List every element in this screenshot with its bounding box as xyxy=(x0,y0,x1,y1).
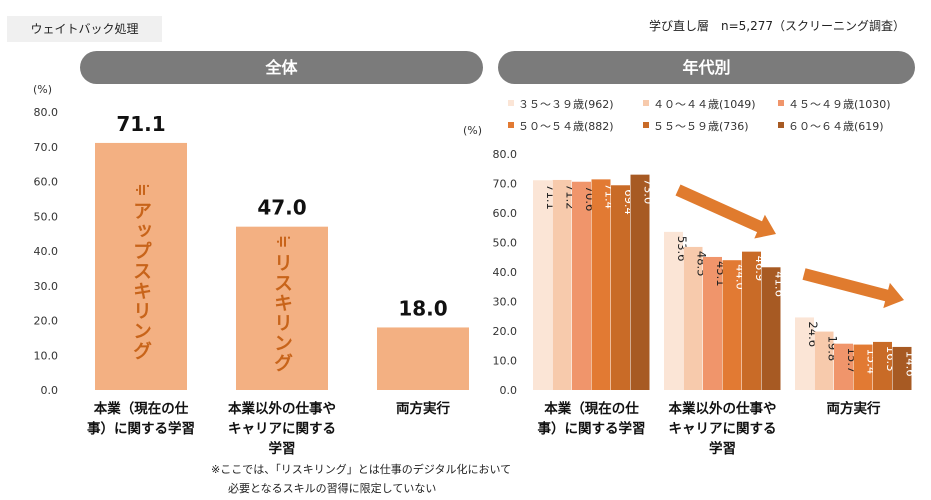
bar-value-label: 47.0 xyxy=(257,196,306,220)
bar-value-label: 73.0 xyxy=(641,179,655,205)
y-tick-label: 0.0 xyxy=(500,384,518,397)
y-tick-label: 80.0 xyxy=(493,148,518,161)
legend-label: ３５～３９歳(962) xyxy=(518,98,614,111)
bar-value-label: 41.6 xyxy=(772,271,786,297)
legend-swatch xyxy=(778,100,784,106)
mark-bar xyxy=(280,236,282,247)
y-tick-label: 20.0 xyxy=(34,315,59,328)
y-tick-label: 0.0 xyxy=(41,384,59,397)
mark-dot xyxy=(277,240,279,243)
trend-arrow-icon xyxy=(675,184,776,239)
bar-value-label: 14.6 xyxy=(903,351,917,377)
trend-arrows xyxy=(675,184,904,309)
bar xyxy=(853,344,873,390)
category-label: キャリアに関する xyxy=(669,421,777,437)
panel-title-overall: 全体 xyxy=(80,51,483,84)
bar-value-label: 71.1 xyxy=(116,112,165,136)
legend-label: ５０～５４歳(882) xyxy=(518,120,614,133)
bar xyxy=(814,331,834,390)
category-label: 事）に関する学習 xyxy=(538,420,646,437)
bar xyxy=(795,317,814,390)
bar-annotation-text: アップスキリング xyxy=(130,201,152,361)
bar xyxy=(703,256,722,390)
bar xyxy=(834,343,853,390)
bar xyxy=(892,346,912,390)
bar xyxy=(533,180,552,390)
overall-chart: (%) 0.0 10.0 20.0 30.0 40.0 50.0 60.0 70.0 80.0 71… xyxy=(33,83,469,457)
mark-bar xyxy=(284,236,286,247)
legend-label: ４０～４４歳(1049) xyxy=(653,98,756,111)
y-tick-label: 40.0 xyxy=(34,245,59,258)
bar xyxy=(722,260,742,390)
y-tick-label: 70.0 xyxy=(493,178,518,191)
category-label: キャリアに関する xyxy=(228,421,336,437)
y-tick-label: 20.0 xyxy=(493,325,518,338)
footnote-line-2: 必要となるスキルの習得に限定していない xyxy=(228,481,436,495)
mark-bar xyxy=(143,184,145,195)
bar xyxy=(572,181,591,390)
bar xyxy=(761,267,781,390)
y-axis-unit: (%) xyxy=(463,124,482,137)
category-label: 学習 xyxy=(709,440,736,457)
category-label: 本業以外の仕事や xyxy=(669,400,777,417)
bar-annotation-text: リスキリング xyxy=(271,253,293,373)
category-label: 本業（現在の仕 xyxy=(94,400,189,417)
bar xyxy=(377,327,469,390)
legend-label: ６０～６４歳(619) xyxy=(788,120,884,133)
bar xyxy=(873,341,892,390)
y-tick-label: 10.0 xyxy=(493,355,518,368)
bar xyxy=(591,179,611,390)
by-age-chart: (%) 0.0 10.0 20.0 30.0 40.0 50.0 60.0 70.0 80.0 ３５… xyxy=(463,98,917,457)
y-tick-label: 40.0 xyxy=(493,266,518,279)
y-tick-label: 70.0 xyxy=(34,141,59,154)
category-label: 本業以外の仕事や xyxy=(228,400,336,417)
category-label: 学習 xyxy=(269,440,296,457)
bar-value-label: 18.0 xyxy=(398,296,447,320)
y-tick-label: 30.0 xyxy=(34,280,59,293)
y-tick-label: 80.0 xyxy=(34,106,59,119)
mark-dot xyxy=(147,184,149,187)
mark-dot xyxy=(288,236,290,239)
annotation-mark-icon xyxy=(277,236,290,247)
legend-label: ５５～５９歳(736) xyxy=(653,120,749,133)
bar xyxy=(552,179,572,390)
weighting-tag: ウェイトバック処理 xyxy=(7,16,162,42)
y-tick-label: 10.0 xyxy=(34,349,59,362)
mark-bar xyxy=(139,184,141,195)
y-tick-label: 60.0 xyxy=(493,207,518,220)
category-label: 両方実行 xyxy=(827,400,881,417)
y-tick-label: 60.0 xyxy=(34,176,59,189)
bar xyxy=(236,226,328,390)
legend-swatch xyxy=(778,122,784,128)
legend-swatch xyxy=(508,100,514,106)
y-tick-label: 50.0 xyxy=(493,237,518,250)
mark-dot xyxy=(136,188,138,191)
legend-swatch xyxy=(643,122,649,128)
bar xyxy=(683,246,703,390)
annotation-mark-icon xyxy=(136,184,149,195)
trend-arrow-icon xyxy=(802,268,904,309)
y-axis-unit: (%) xyxy=(33,83,52,96)
bar xyxy=(742,251,761,390)
y-tick-label: 30.0 xyxy=(493,296,518,309)
legend-label: ４５～４９歳(1030) xyxy=(788,98,891,111)
panel-title-by-age: 年代別 xyxy=(498,51,915,84)
category-label: 両方実行 xyxy=(396,400,450,417)
bar xyxy=(611,185,630,390)
legend-swatch xyxy=(643,100,649,106)
y-tick-label: 50.0 xyxy=(34,210,59,223)
category-label: 本業（現在の仕 xyxy=(544,400,639,417)
sample-note: 学び直し層 n=5,277（スクリーニング調査） xyxy=(648,19,905,33)
category-label: 事）に関する学習 xyxy=(87,420,195,437)
legend-swatch xyxy=(508,122,514,128)
bar xyxy=(664,231,683,390)
bar xyxy=(95,142,187,390)
footnote-line-1: ※ここでは、「リスキリング」とは仕事のデジタル化において xyxy=(211,462,511,476)
bar xyxy=(630,174,650,390)
